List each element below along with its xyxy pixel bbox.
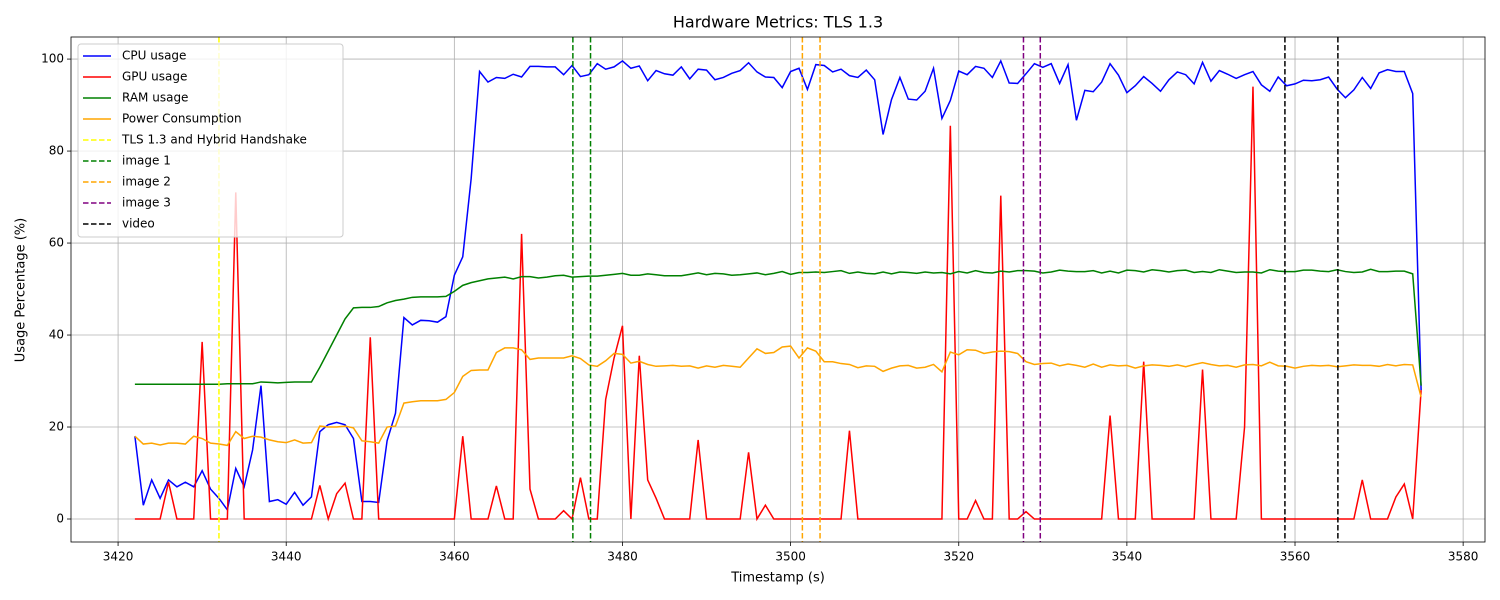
legend-label: image 1 (122, 154, 171, 168)
legend-label: image 2 (122, 175, 171, 189)
x-axis-label: Timestamp (s) (730, 571, 825, 586)
legend-label: TLS 1.3 and Hybrid Handshake (121, 133, 307, 147)
legend-label: CPU usage (122, 49, 186, 63)
legend-label: RAM usage (122, 91, 188, 105)
x-tick-label: 3520 (943, 550, 974, 564)
x-tick-label: 3420 (103, 550, 134, 564)
legend: CPU usage GPU usage RAM usage Power Consump… (77, 43, 344, 238)
plot-frame (70, 36, 1486, 543)
y-tick-label: 60 (49, 236, 64, 250)
y-tick-label: 0 (56, 512, 64, 526)
chart-title: Hardware Metrics: TLS 1.3 (673, 13, 883, 32)
data-line (134, 345, 1422, 447)
x-tick-label: 3540 (1112, 550, 1143, 564)
x-tick-label: 3460 (439, 550, 470, 564)
y-axis-label: Usage Percentage (%) (14, 218, 29, 362)
legend-label: image 3 (122, 196, 171, 210)
data-line (134, 59, 1422, 512)
x-tick-label: 3500 (775, 550, 806, 564)
legend-label: video (122, 217, 155, 231)
x-tick-label: 3440 (271, 550, 302, 564)
y-tick-label: 80 (49, 144, 64, 158)
legend-box (77, 43, 344, 238)
x-tick-label: 3480 (607, 550, 638, 564)
y-tick-label: 100 (41, 52, 64, 66)
data-line (134, 86, 1422, 522)
x-tick-label: 3560 (1280, 550, 1311, 564)
y-tick-label: 20 (49, 420, 64, 434)
x-tick-label: 3580 (1448, 550, 1479, 564)
legend-label: Power Consumption (122, 112, 242, 126)
data-line (134, 268, 1422, 386)
y-tick-label: 40 (49, 328, 64, 342)
legend-label: GPU usage (122, 70, 187, 84)
